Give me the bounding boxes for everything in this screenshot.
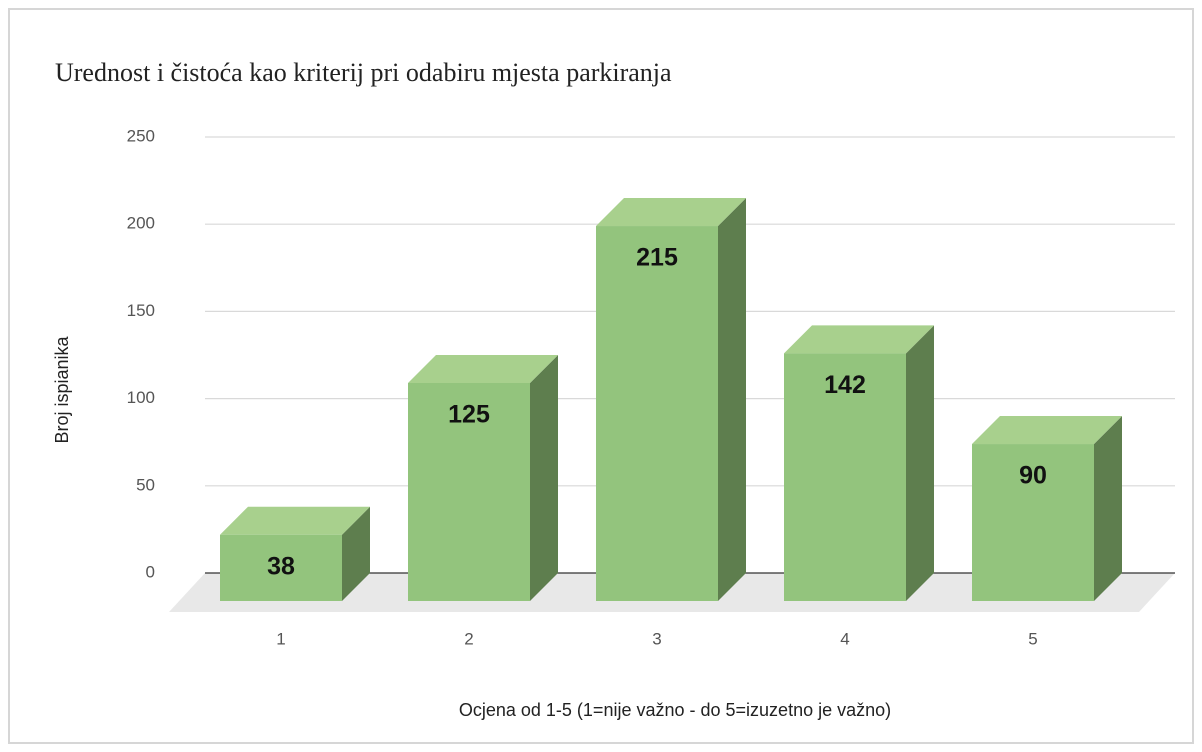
x-tick-label: 4 <box>840 629 849 648</box>
x-axis-title: Ocjena od 1-5 (1=nije važno - do 5=izuze… <box>459 700 891 720</box>
bar <box>972 444 1094 601</box>
y-tick-label: 0 <box>146 562 155 581</box>
bar <box>220 534 342 601</box>
y-tick-label: 200 <box>127 214 155 233</box>
data-label: 90 <box>1019 462 1047 490</box>
data-label: 215 <box>636 244 678 272</box>
bar-top <box>784 325 934 354</box>
bar-side <box>530 355 558 601</box>
y-tick-label: 150 <box>127 301 155 320</box>
chart-title: Urednost i čistoća kao kriterij pri odab… <box>55 58 672 87</box>
bar <box>596 226 718 602</box>
x-tick-label: 2 <box>464 629 473 648</box>
data-label: 142 <box>824 371 866 399</box>
bar-side <box>342 506 370 601</box>
data-label: 125 <box>448 401 490 429</box>
bar-top <box>408 355 558 383</box>
y-tick-label: 100 <box>127 388 155 407</box>
y-tick-label: 50 <box>136 475 155 494</box>
y-tick-label: 250 <box>127 126 155 145</box>
bar-top <box>220 506 370 535</box>
bar-side <box>1094 416 1122 601</box>
bar <box>408 383 530 601</box>
data-label: 38 <box>267 552 295 580</box>
bar <box>784 353 906 601</box>
bar-side <box>718 198 746 602</box>
bar-side <box>906 325 934 601</box>
x-tick-label: 3 <box>652 629 661 648</box>
y-axis-title: Broj ispianika <box>52 335 72 443</box>
x-tick-label: 5 <box>1028 629 1037 648</box>
bar-top <box>596 198 746 227</box>
x-tick-label: 1 <box>276 629 285 648</box>
bar-top <box>972 416 1122 445</box>
